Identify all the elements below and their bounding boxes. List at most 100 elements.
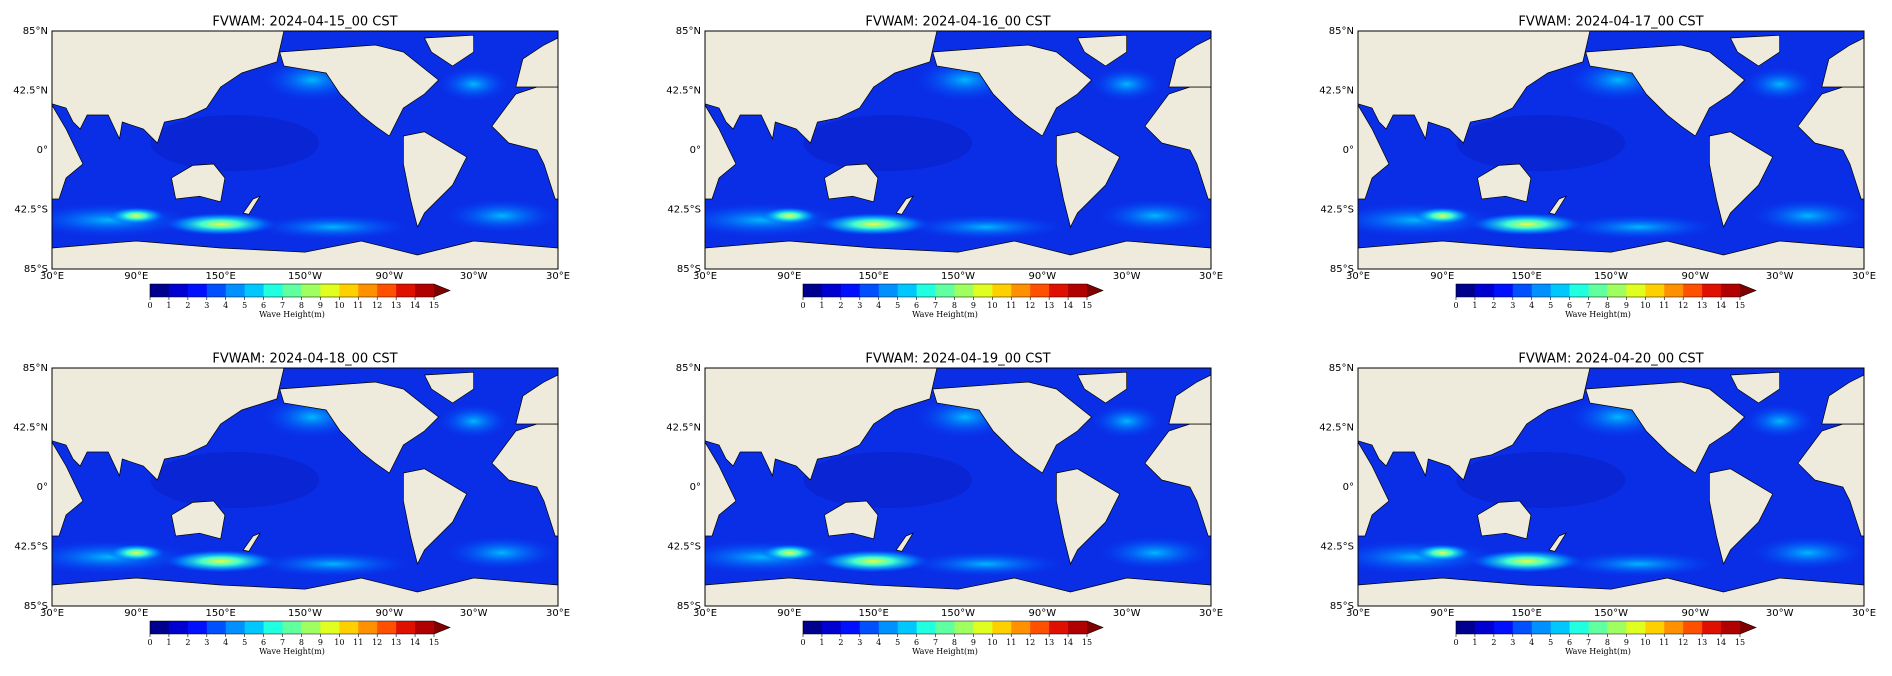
colorbar-cell bbox=[1664, 621, 1684, 634]
colorbar-cell bbox=[1068, 284, 1088, 297]
lat-tick-label: 0° bbox=[690, 145, 701, 156]
colorbar-tick-label: 15 bbox=[1735, 638, 1745, 647]
colorbar-tick-label: 9 bbox=[971, 638, 976, 647]
colorbar-cell bbox=[859, 284, 880, 297]
colorbar-tick-label: 4 bbox=[876, 301, 881, 310]
colorbar-cell bbox=[1607, 621, 1627, 634]
colorbar-tick-label: 6 bbox=[914, 638, 919, 647]
colorbar-tick-label: 12 bbox=[1025, 301, 1035, 310]
lon-tick-label: 90°E bbox=[124, 608, 148, 619]
map-panel: FVWAM: 2024-04-17_00 CST 85°N 42.5°N 0° 42.5… bbox=[1319, 15, 1876, 320]
lon-tick-label: 30°E bbox=[1852, 608, 1876, 619]
colorbar-cell bbox=[954, 621, 974, 634]
lon-tick-label: 30°E bbox=[40, 271, 64, 282]
colorbar-cell bbox=[973, 621, 993, 634]
colorbar-cell bbox=[282, 284, 302, 297]
colorbar-tick-label: 10 bbox=[987, 638, 997, 647]
colorbar-tick-label: 7 bbox=[280, 638, 285, 647]
colorbar-outline bbox=[802, 620, 1104, 635]
lon-tick-label: 150°E bbox=[858, 271, 888, 282]
lon-tick-label: 150°E bbox=[1511, 608, 1541, 619]
colorbar-tick-label: 9 bbox=[318, 638, 323, 647]
colorbar-outline bbox=[1455, 283, 1757, 298]
map-image bbox=[705, 31, 1211, 269]
colorbar-label: Wave Height(m) bbox=[912, 310, 978, 319]
map-frame bbox=[1357, 367, 1865, 607]
lat-tick-label: 0° bbox=[1343, 145, 1354, 156]
colorbar-outline bbox=[149, 620, 451, 635]
colorbar-cell bbox=[1531, 284, 1552, 297]
map-frame bbox=[1357, 30, 1865, 270]
lat-tick-label: 42.5°S bbox=[14, 542, 48, 553]
colorbar-tick-label: 15 bbox=[429, 638, 439, 647]
lon-tick-label: 150°W bbox=[288, 608, 322, 619]
lon-tick-label: 30°E bbox=[40, 608, 64, 619]
colorbar-cell bbox=[1569, 284, 1589, 297]
colorbar-tick-label: 8 bbox=[299, 301, 304, 310]
lat-tick-label: 85°N bbox=[1329, 363, 1354, 374]
colorbar-tick-label: 2 bbox=[1491, 638, 1496, 647]
colorbar-tick-label: 14 bbox=[1063, 638, 1073, 647]
colorbar-cell bbox=[1607, 284, 1627, 297]
lat-tick-label: 85°N bbox=[23, 363, 48, 374]
lat-tick-label: 85°S bbox=[677, 601, 701, 612]
map-frame bbox=[51, 30, 559, 270]
colorbar-tick-label: 12 bbox=[372, 638, 382, 647]
colorbar-tick-label: 14 bbox=[1716, 638, 1726, 647]
colorbar-cell bbox=[1588, 284, 1608, 297]
colorbar-label: Wave Height(m) bbox=[1565, 647, 1631, 656]
colorbar-tick-label: 6 bbox=[1567, 301, 1572, 310]
lon-tick-label: 30°E bbox=[1346, 608, 1370, 619]
colorbar-cell bbox=[916, 621, 936, 634]
colorbar-tick-label: 14 bbox=[1063, 301, 1073, 310]
map-image bbox=[52, 368, 558, 606]
colorbar-cell bbox=[187, 621, 208, 634]
colorbar-tick-label: 11 bbox=[1659, 301, 1669, 310]
colorbar-tick-label: 0 bbox=[1453, 638, 1458, 647]
lon-tick-label: 30°W bbox=[1766, 271, 1794, 282]
lat-tick-label: 42.5°N bbox=[13, 86, 48, 97]
map-panel: FVWAM: 2024-04-19_00 CST 85°N 42.5°N 0° 42.5… bbox=[666, 352, 1223, 657]
colorbar-tick-label: 8 bbox=[952, 301, 957, 310]
colorbar-tick-label: 1 bbox=[166, 301, 171, 310]
lon-tick-label: 30°E bbox=[1199, 271, 1223, 282]
colorbar-tick-label: 7 bbox=[1586, 638, 1591, 647]
colorbar-tick-label: 7 bbox=[1586, 301, 1591, 310]
colorbar-cell bbox=[225, 621, 246, 634]
lat-tick-label: 85°S bbox=[1330, 264, 1354, 275]
colorbar-cell bbox=[840, 284, 861, 297]
colorbar-tick-label: 7 bbox=[280, 301, 285, 310]
colorbar-tick-label: 14 bbox=[410, 301, 420, 310]
colorbar-tick-label: 0 bbox=[800, 301, 805, 310]
colorbar-cell bbox=[1702, 284, 1722, 297]
lon-tick-label: 30°W bbox=[1113, 271, 1141, 282]
colorbar-tick-label: 5 bbox=[895, 301, 900, 310]
lat-tick-label: 85°N bbox=[676, 363, 701, 374]
colorbar-cell bbox=[206, 621, 227, 634]
colorbar-cell bbox=[187, 284, 208, 297]
lat-tick-label: 42.5°N bbox=[13, 423, 48, 434]
panel-title: FVWAM: 2024-04-20_00 CST bbox=[1518, 352, 1703, 367]
colorbar-cell bbox=[878, 284, 899, 297]
colorbar-cell bbox=[320, 284, 340, 297]
panel-title: FVWAM: 2024-04-15_00 CST bbox=[212, 15, 397, 30]
colorbar-cell bbox=[339, 284, 359, 297]
lon-tick-label: 150°W bbox=[1594, 271, 1628, 282]
colorbar-tick-label: 11 bbox=[353, 301, 363, 310]
colorbar-cell bbox=[206, 284, 227, 297]
lat-tick-label: 42.5°S bbox=[1320, 205, 1354, 216]
colorbar-tick-label: 11 bbox=[353, 638, 363, 647]
lon-tick-label: 90°W bbox=[376, 271, 404, 282]
colorbar-tick-label: 6 bbox=[261, 301, 266, 310]
colorbar-cell bbox=[1068, 621, 1088, 634]
colorbar-tick-label: 1 bbox=[819, 638, 824, 647]
colorbar-outline bbox=[802, 283, 1104, 298]
lat-tick-label: 42.5°N bbox=[666, 86, 701, 97]
lat-tick-label: 85°N bbox=[1329, 26, 1354, 37]
map-image bbox=[1358, 31, 1864, 269]
colorbar-extend bbox=[1087, 284, 1103, 297]
lon-tick-label: 90°W bbox=[1029, 271, 1057, 282]
colorbar-cell bbox=[301, 284, 321, 297]
lat-tick-label: 42.5°S bbox=[667, 205, 701, 216]
colorbar-tick-label: 2 bbox=[185, 638, 190, 647]
